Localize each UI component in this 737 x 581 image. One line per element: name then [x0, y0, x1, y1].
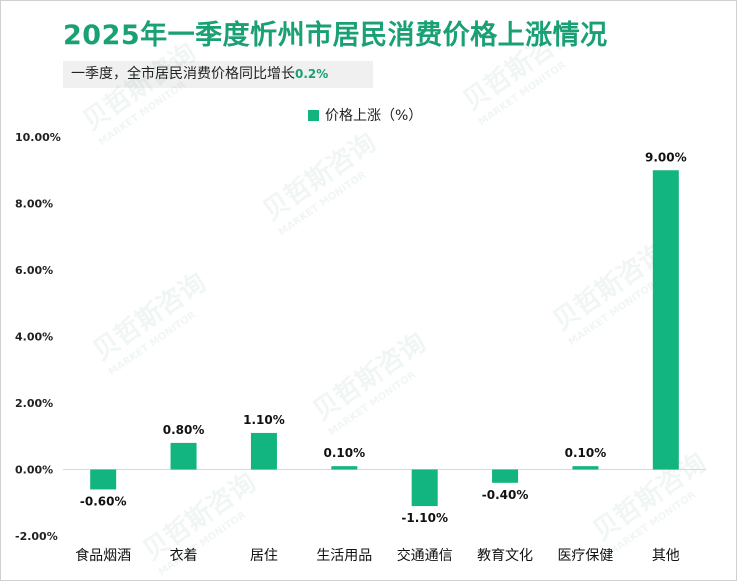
- subtitle-value: 0.2%: [295, 67, 329, 81]
- bar-衣着: [170, 442, 197, 470]
- category-label: 医疗保健: [557, 548, 613, 564]
- bar-交通通信: [411, 469, 438, 507]
- data-label: 0.10%: [565, 446, 607, 460]
- bar-食品烟酒: [90, 469, 117, 490]
- category-label: 居住: [250, 548, 278, 564]
- y-tick-label: -2.00%: [15, 530, 58, 543]
- y-tick-label: 2.00%: [15, 397, 53, 410]
- legend-label: 价格上涨（%）: [325, 108, 423, 124]
- bar-医疗保健: [572, 466, 599, 470]
- y-tick-label: 8.00%: [15, 198, 53, 211]
- bar-教育文化: [492, 469, 519, 483]
- category-label: 衣着: [170, 548, 198, 564]
- data-label: 1.10%: [243, 413, 285, 427]
- y-tick-label: 0.00%: [15, 464, 53, 477]
- category-label: 交通通信: [397, 547, 453, 564]
- category-label: 其他: [652, 548, 680, 564]
- subtitle-text: 一季度，全市居民消费价格同比增长: [71, 66, 295, 82]
- category-label: 食品烟酒: [75, 547, 131, 564]
- data-label: 9.00%: [645, 150, 687, 164]
- data-label: 0.10%: [323, 446, 365, 460]
- data-label: -1.10%: [401, 511, 448, 525]
- legend: 价格上涨（%）: [308, 105, 422, 125]
- chart-title: 2025年一季度忻州市居民消费价格上涨情况: [63, 20, 608, 51]
- y-tick-label: 6.00%: [15, 264, 53, 277]
- bar-生活用品: [331, 466, 358, 470]
- data-label: 0.80%: [163, 423, 205, 437]
- category-label: 教育文化: [477, 548, 533, 564]
- category-label: 生活用品: [316, 548, 372, 564]
- data-label: -0.60%: [80, 494, 127, 508]
- legend-swatch: [308, 109, 319, 121]
- data-label: -0.40%: [482, 488, 529, 502]
- y-tick-label: 4.00%: [15, 331, 53, 344]
- bar-其他: [652, 170, 679, 470]
- y-tick-label: 10.00%: [15, 131, 61, 144]
- bar-居住: [250, 432, 277, 470]
- subtitle-box: 一季度，全市居民消费价格同比增长0.2%: [63, 61, 373, 88]
